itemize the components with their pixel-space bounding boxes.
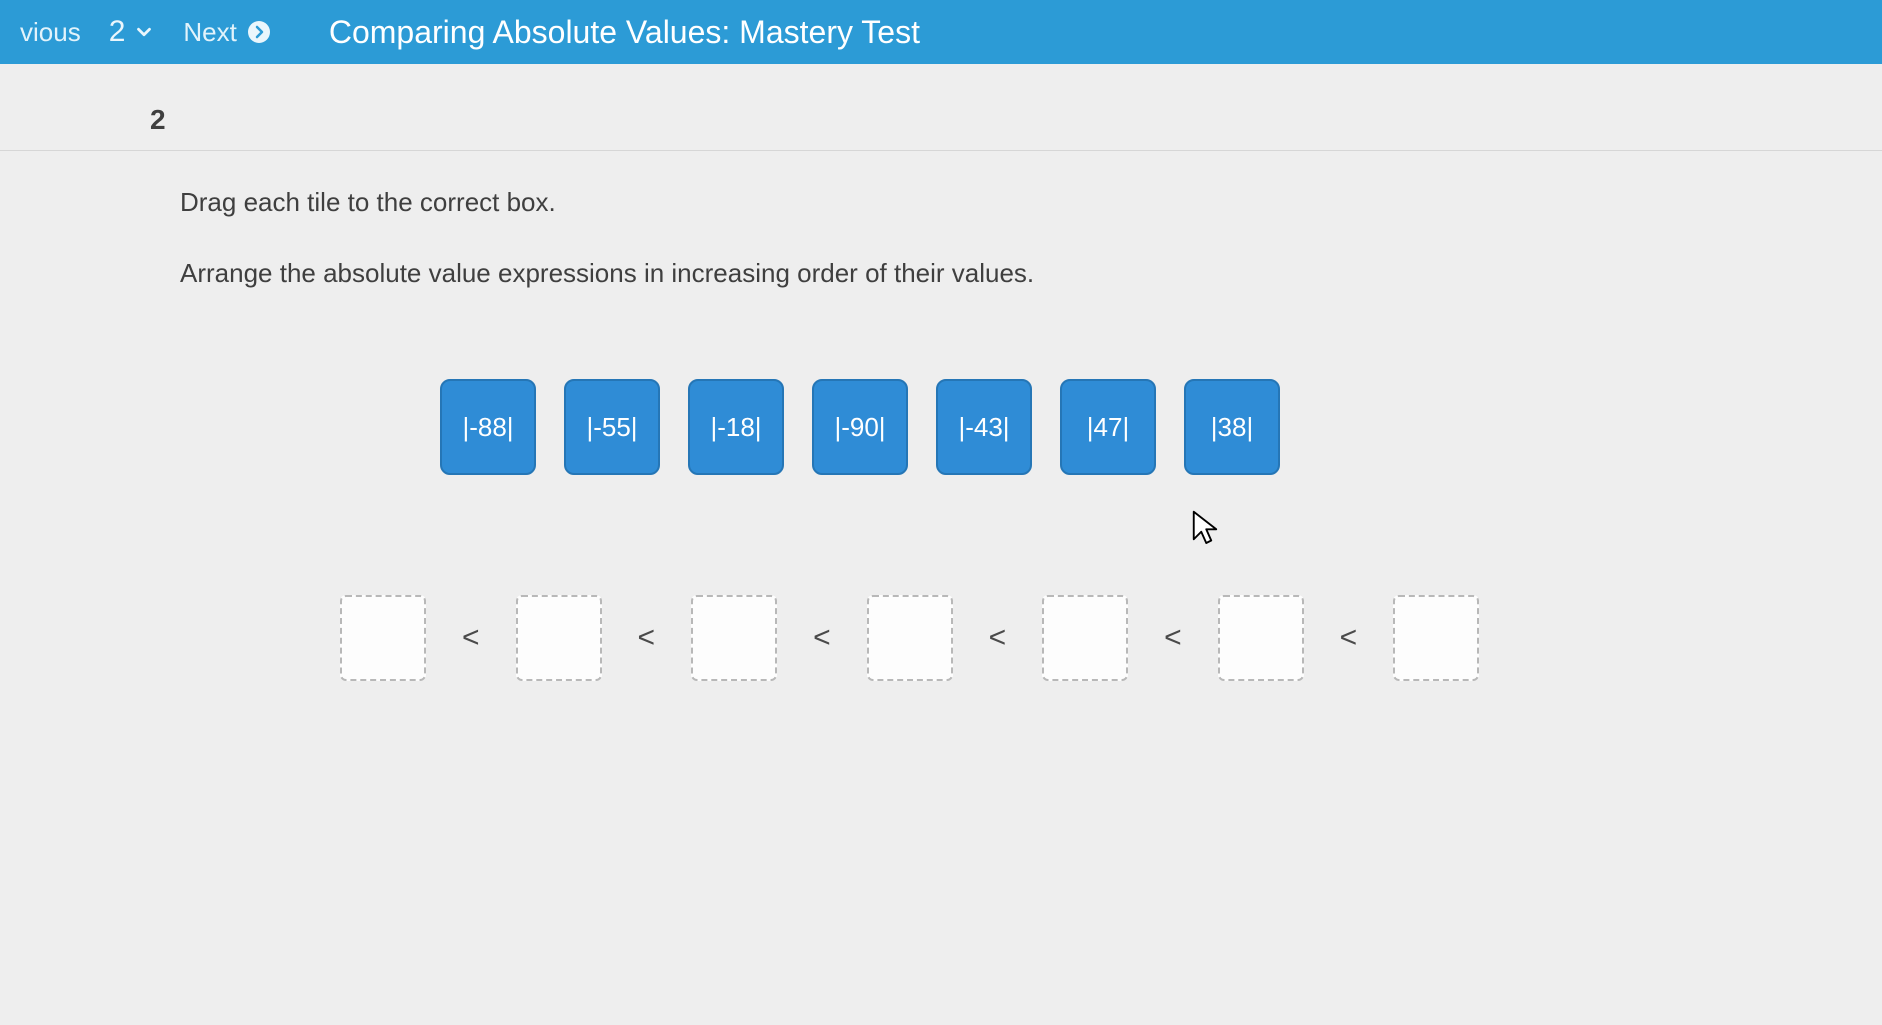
less-than-separator: < [632,621,662,655]
instruction-text: Drag each tile to the correct box. [180,187,1822,218]
next-label: Next [183,17,236,48]
page-selector[interactable]: 2 [109,15,156,49]
page-number: 2 [109,15,126,49]
drop-slot[interactable] [1218,595,1304,681]
tile[interactable]: |-55| [564,379,660,475]
tile[interactable]: |-18| [688,379,784,475]
drop-slot[interactable] [691,595,777,681]
arrow-right-circle-icon [247,20,271,44]
question-number: 2 [150,104,166,135]
next-button[interactable]: Next [173,13,280,52]
less-than-separator: < [983,621,1013,655]
less-than-separator: < [1334,621,1364,655]
drop-slot[interactable] [1042,595,1128,681]
prompt-text: Arrange the absolute value expressions i… [180,258,1822,289]
previous-button[interactable]: vious [10,13,91,52]
less-than-separator: < [456,621,486,655]
question-header: 2 [0,94,1882,151]
tile[interactable]: |-90| [812,379,908,475]
drop-slot[interactable] [340,595,426,681]
lesson-title: Comparing Absolute Values: Mastery Test [329,14,920,51]
tile[interactable]: |47| [1060,379,1156,475]
chevron-down-icon [133,21,155,43]
topbar: vious 2 Next Comparing Absolute Values: … [0,0,1882,64]
previous-label: vious [20,17,81,48]
tile[interactable]: |-88| [440,379,536,475]
drop-slot[interactable] [516,595,602,681]
less-than-separator: < [1158,621,1188,655]
less-than-separator: < [807,621,837,655]
drop-slot[interactable] [867,595,953,681]
cursor-icon [1190,509,1220,552]
drop-row: < < < < < < [180,595,1822,681]
question-body: Drag each tile to the correct box. Arran… [0,151,1882,681]
tiles-row: |-88| |-55| |-18| |-90| |-43| |47| |38| [180,379,1822,475]
tile[interactable]: |-43| [936,379,1032,475]
content-area: 2 Drag each tile to the correct box. Arr… [0,64,1882,681]
drop-slot[interactable] [1393,595,1479,681]
tile[interactable]: |38| [1184,379,1280,475]
